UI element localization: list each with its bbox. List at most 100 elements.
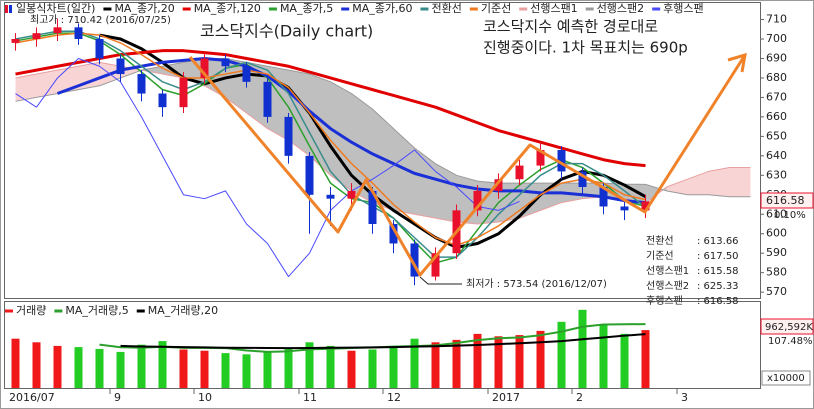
volume-bar	[137, 344, 146, 388]
candle-body	[284, 116, 293, 156]
volume-bar	[305, 342, 314, 388]
info-value: : 617.50	[697, 251, 739, 262]
cloud	[36, 70, 58, 98]
volume-bar	[53, 345, 62, 388]
cloud	[204, 58, 226, 98]
legend-label: MA_종가,120	[194, 2, 261, 15]
volume-bar	[158, 341, 167, 388]
cloud	[687, 171, 709, 195]
annotation-layer: 코스닥지수(Daily chart) 코스닥지수 예측한 경로대로 진행중이다.…	[5, 1, 814, 386]
volume-bar	[116, 351, 125, 388]
candle-body	[95, 39, 104, 59]
x-tick-label: 2016/07	[9, 391, 55, 404]
high-annotation: 최고가 : 710.42 (2016/07/25)	[30, 14, 171, 26]
y-tick-label: 600	[766, 227, 787, 240]
legend-swatch	[5, 5, 8, 13]
chart-title: 코스닥지수(Daily chart)	[200, 22, 373, 41]
candle-body	[578, 171, 587, 187]
y-tick-label: 700	[766, 32, 787, 45]
candle-body	[32, 33, 41, 39]
candle-body	[158, 93, 167, 108]
y-tick-label: 610	[766, 207, 787, 220]
volume-bar	[473, 333, 482, 388]
volume-bar	[494, 336, 503, 388]
legend-swatch	[182, 7, 191, 11]
legend-swatch	[103, 7, 112, 11]
legend-swatch	[469, 7, 478, 11]
volume-bar	[95, 348, 104, 388]
candle-body	[179, 77, 188, 108]
low-connector	[419, 276, 462, 285]
legend-label: MA_거래량,5	[65, 304, 128, 317]
ma-line	[15, 30, 646, 258]
forecast-arrowhead	[727, 52, 747, 73]
cloud	[729, 167, 751, 197]
y-tick-label: 590	[766, 246, 787, 259]
ma-line	[15, 57, 520, 278]
x-tick-label: 2	[576, 391, 583, 404]
legend-label: MA_종가,60	[352, 2, 412, 15]
price-change: 0.10%	[774, 210, 806, 221]
candle-body	[116, 58, 125, 75]
y-tick-label: 660	[766, 110, 787, 123]
volume-bar	[515, 335, 524, 388]
y-tick-label: 640	[766, 149, 787, 162]
legend-swatch	[5, 309, 13, 313]
legend-label: MA_종가,5	[280, 2, 333, 15]
candle-body	[242, 66, 251, 82]
cloud	[708, 167, 730, 197]
legend-swatch	[341, 7, 350, 11]
candle-body	[74, 27, 83, 39]
legend-swatch	[585, 7, 594, 11]
y-tick-label: 650	[766, 129, 787, 142]
y-tick-label: 570	[766, 285, 787, 298]
price-box	[760, 192, 814, 209]
y-tick-label: 690	[766, 51, 787, 64]
candle-body	[536, 150, 545, 166]
volume-current: 962,592K	[765, 322, 813, 333]
y-tick-label: 680	[766, 71, 787, 84]
candle-body	[557, 150, 566, 172]
volume-bar	[347, 350, 356, 388]
candle-body	[347, 190, 356, 199]
info-value: : 625.33	[697, 281, 739, 292]
legend-swatch	[652, 7, 661, 11]
volume-bar	[368, 349, 377, 388]
x-tick-label: 10	[198, 391, 212, 404]
volume-bar	[431, 342, 440, 388]
cloud	[498, 183, 520, 223]
info-label: 전환선	[646, 235, 674, 247]
volume-bar	[326, 345, 335, 388]
x-tick-label: 3	[681, 391, 688, 404]
y-tick-label: 670	[766, 90, 787, 103]
info-label: 선행스팬1	[646, 265, 689, 277]
volume-bar	[179, 349, 188, 388]
volume-bar	[200, 350, 209, 388]
candle-body	[431, 253, 440, 277]
legend-label: MA_종가,20	[114, 2, 174, 15]
volume-bar	[221, 353, 230, 388]
candle-body	[137, 74, 146, 94]
legend-swatch	[420, 7, 429, 11]
candle-body	[200, 58, 209, 78]
volume-bar	[536, 330, 545, 388]
cloud	[435, 163, 457, 223]
unit-box	[761, 370, 811, 386]
info-value: : 613.66	[697, 236, 739, 247]
volume-bar	[74, 347, 83, 388]
volume-bar	[263, 351, 272, 388]
volume-box	[760, 318, 814, 335]
forecast-path	[188, 54, 747, 277]
volume-bar	[284, 348, 293, 388]
legend-swatch	[268, 7, 277, 11]
volume-bar	[599, 324, 608, 388]
y-tick-label: 580	[766, 266, 787, 279]
candle-body	[641, 201, 650, 211]
current-price: 616.58	[766, 194, 805, 207]
info-value: : 616.58	[697, 296, 739, 307]
volume-bar	[11, 338, 20, 388]
candle-body	[494, 179, 503, 191]
volume-bar	[557, 321, 566, 388]
candle-body	[11, 39, 20, 43]
candle-body	[410, 243, 419, 277]
